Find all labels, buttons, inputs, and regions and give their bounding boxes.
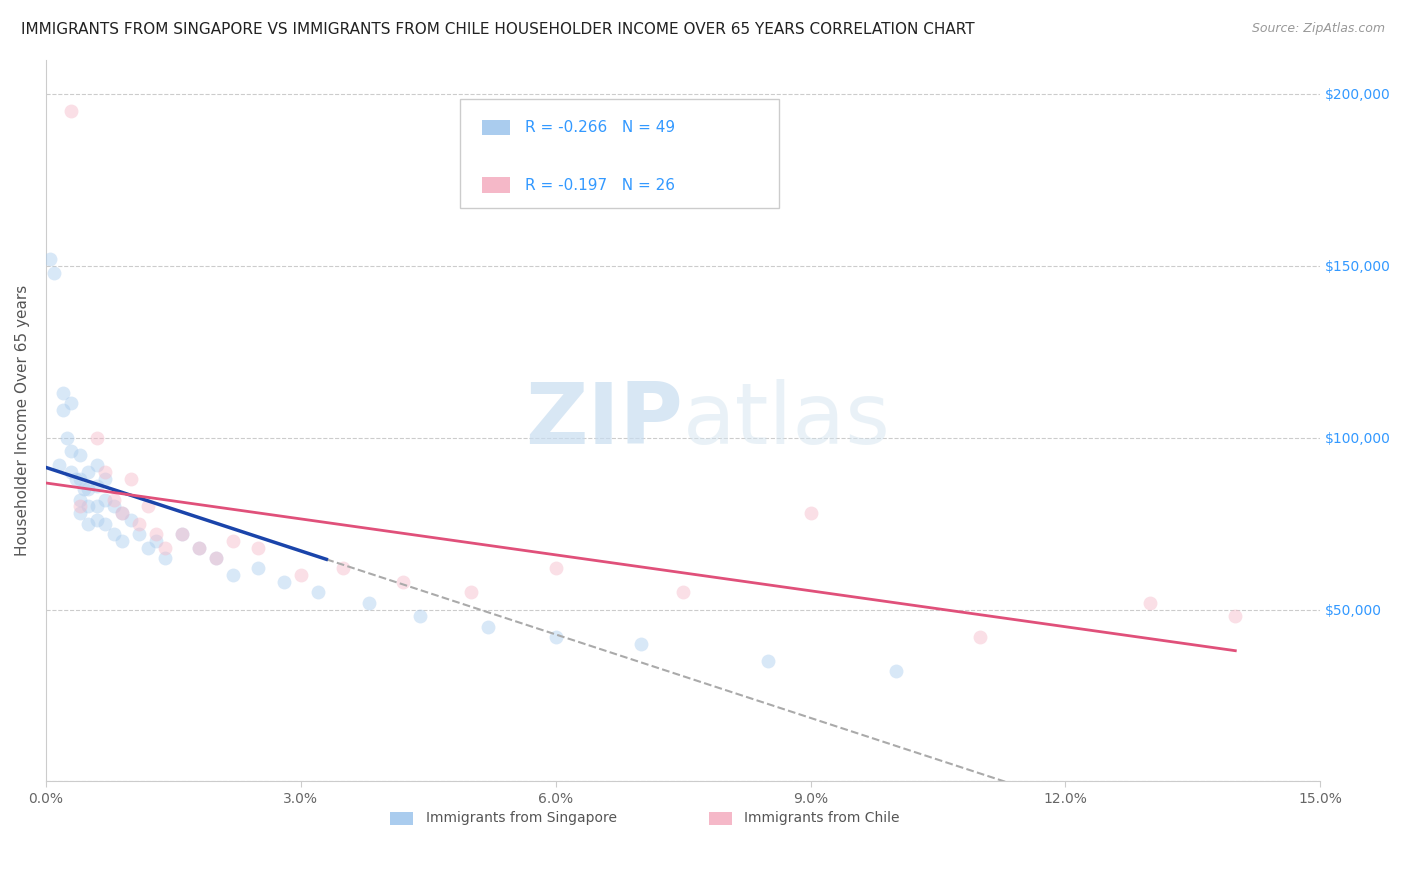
Point [56, 431, 79, 445]
Point [153, 551, 176, 566]
Point [884, 665, 907, 679]
Point [799, 506, 821, 520]
Point [94, 516, 117, 531]
Point [187, 541, 209, 555]
Point [60, 465, 83, 479]
Point [48, 458, 70, 473]
Point [111, 506, 134, 520]
Point [69, 506, 91, 520]
Point [77, 465, 100, 479]
Point [357, 596, 380, 610]
Point [52, 386, 75, 401]
Point [1225, 609, 1247, 624]
Point [205, 551, 228, 566]
Point [128, 516, 150, 531]
Point [136, 541, 159, 555]
Point [391, 575, 413, 590]
Point [69, 472, 91, 486]
Text: atlas: atlas [683, 379, 891, 462]
Text: Immigrants from Chile: Immigrants from Chile [744, 811, 900, 825]
Point [170, 527, 193, 541]
Point [222, 568, 245, 582]
Point [120, 472, 142, 486]
Point [170, 527, 193, 541]
Point [672, 585, 695, 599]
FancyBboxPatch shape [482, 120, 510, 136]
FancyBboxPatch shape [460, 99, 779, 208]
Point [86, 500, 108, 514]
Point [86, 479, 108, 493]
Point [544, 561, 567, 575]
Text: R = -0.266   N = 49: R = -0.266 N = 49 [524, 120, 675, 135]
Point [60, 104, 83, 119]
Point [111, 533, 134, 548]
Point [69, 500, 91, 514]
Point [332, 561, 354, 575]
Point [145, 527, 167, 541]
Point [409, 609, 432, 624]
Point [103, 527, 125, 541]
Point [94, 472, 117, 486]
Text: R = -0.197   N = 26: R = -0.197 N = 26 [524, 178, 675, 193]
Text: Source: ZipAtlas.com: Source: ZipAtlas.com [1251, 22, 1385, 36]
Point [111, 506, 134, 520]
Point [460, 585, 482, 599]
Point [969, 630, 991, 644]
Point [103, 492, 125, 507]
Point [136, 500, 159, 514]
Point [247, 541, 270, 555]
Point [86, 431, 108, 445]
Point [290, 568, 312, 582]
FancyBboxPatch shape [482, 178, 510, 194]
Point [128, 527, 150, 541]
Point [77, 500, 100, 514]
Point [73, 483, 96, 497]
FancyBboxPatch shape [389, 812, 413, 825]
Point [307, 585, 329, 599]
Point [205, 551, 228, 566]
Point [477, 620, 499, 634]
Point [94, 492, 117, 507]
Point [86, 458, 108, 473]
Point [103, 500, 125, 514]
Point [52, 403, 75, 417]
Point [1139, 596, 1161, 610]
Point [77, 483, 100, 497]
Point [153, 541, 176, 555]
Text: IMMIGRANTS FROM SINGAPORE VS IMMIGRANTS FROM CHILE HOUSEHOLDER INCOME OVER 65 YE: IMMIGRANTS FROM SINGAPORE VS IMMIGRANTS … [21, 22, 974, 37]
Y-axis label: Householder Income Over 65 years: Householder Income Over 65 years [15, 285, 30, 556]
Point [145, 533, 167, 548]
Point [247, 561, 270, 575]
Point [39, 252, 62, 266]
Point [544, 630, 567, 644]
Point [94, 465, 117, 479]
Point [77, 516, 100, 531]
Point [69, 448, 91, 462]
Point [222, 533, 245, 548]
Point [120, 513, 142, 527]
Point [60, 396, 83, 410]
Point [756, 654, 779, 668]
Point [630, 637, 652, 651]
Point [65, 472, 87, 486]
Point [44, 266, 66, 280]
Point [86, 513, 108, 527]
Point [69, 492, 91, 507]
Point [60, 444, 83, 458]
Text: ZIP: ZIP [526, 379, 683, 462]
Text: Immigrants from Singapore: Immigrants from Singapore [426, 811, 617, 825]
Point [273, 575, 295, 590]
Point [187, 541, 209, 555]
FancyBboxPatch shape [709, 812, 731, 825]
